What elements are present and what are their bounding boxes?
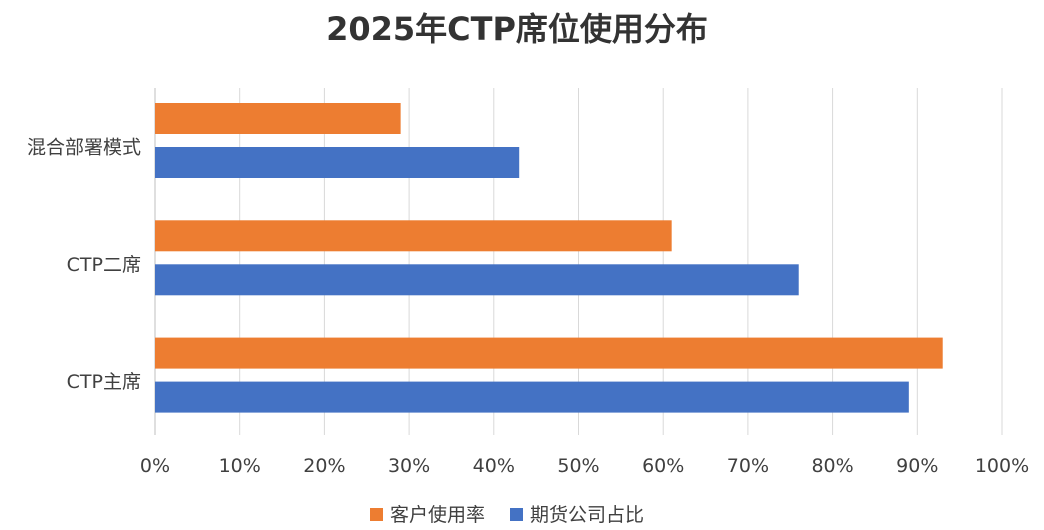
category-labels: 混合部署模式 CTP二席 CTP主席 bbox=[27, 137, 141, 394]
x-tick-label: 10% bbox=[219, 455, 261, 477]
x-tick-label: 90% bbox=[896, 455, 938, 477]
x-tick-label: 100% bbox=[975, 455, 1029, 477]
legend-swatch bbox=[510, 508, 523, 521]
legend-label: 期货公司占比 bbox=[530, 504, 644, 526]
bar-client-usage bbox=[155, 220, 672, 252]
legend-swatch bbox=[370, 508, 383, 521]
bar-firm-share bbox=[155, 381, 909, 413]
x-tick-label: 30% bbox=[388, 455, 430, 477]
x-tick-label: 20% bbox=[303, 455, 345, 477]
bar-client-usage bbox=[155, 337, 943, 369]
bar-firm-share bbox=[155, 264, 799, 296]
x-tick-label: 40% bbox=[473, 455, 515, 477]
gridlines bbox=[154, 88, 1003, 435]
bars bbox=[155, 103, 943, 413]
x-tick-label: 70% bbox=[727, 455, 769, 477]
category-label: CTP二席 bbox=[67, 254, 141, 276]
x-tick-label: 0% bbox=[140, 455, 170, 477]
x-tick-label: 80% bbox=[811, 455, 853, 477]
legend: 客户使用率 期货公司占比 bbox=[370, 504, 644, 526]
bar-client-usage bbox=[155, 103, 401, 134]
x-tick-label: 50% bbox=[557, 455, 599, 477]
chart-title: 2025年CTP席位使用分布 bbox=[326, 10, 708, 48]
category-label: 混合部署模式 bbox=[27, 137, 141, 159]
x-tick-labels: 0% 10% 20% 30% 40% 50% 60% 70% 80% 90% 100% bbox=[140, 455, 1029, 477]
legend-label: 客户使用率 bbox=[390, 504, 485, 526]
bar-firm-share bbox=[155, 147, 520, 178]
x-tick-label: 60% bbox=[642, 455, 684, 477]
category-label: CTP主席 bbox=[67, 371, 141, 393]
